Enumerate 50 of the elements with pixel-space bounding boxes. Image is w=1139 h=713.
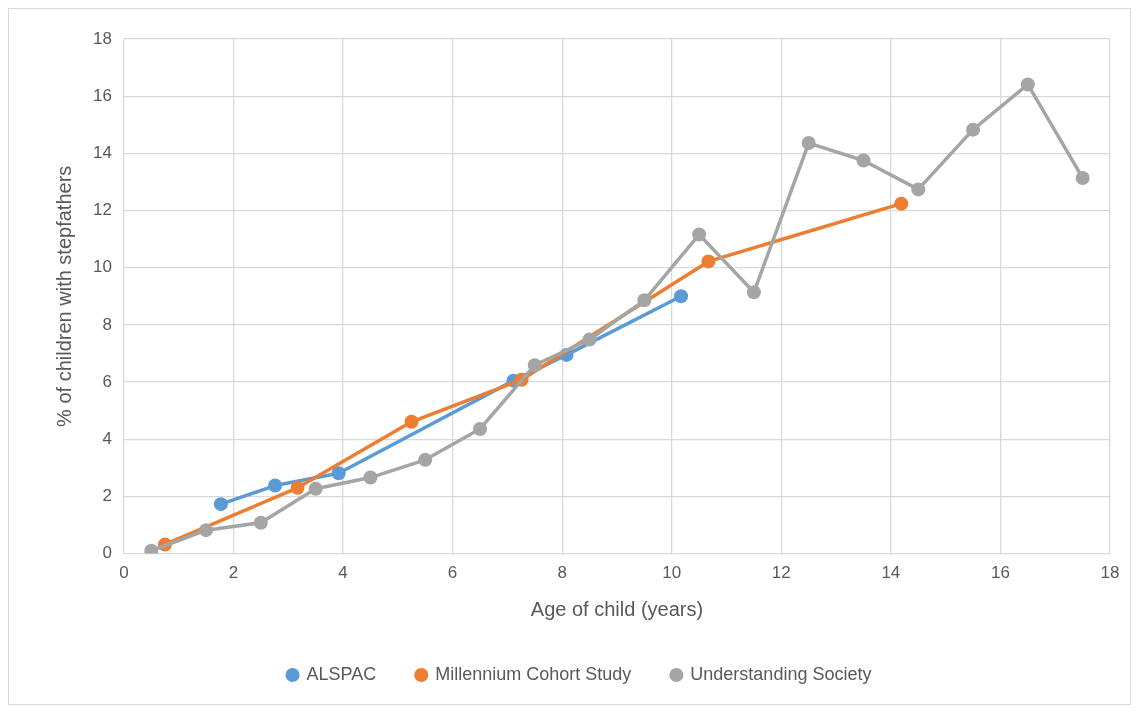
point — [856, 153, 871, 168]
point — [253, 515, 268, 530]
y-tick-label: 12 — [92, 200, 112, 220]
y-tick-label: 6 — [102, 371, 112, 391]
y-tick-label: 18 — [92, 28, 112, 48]
x-tick-label: 0 — [119, 563, 129, 583]
point — [473, 421, 487, 436]
point — [692, 227, 707, 242]
point — [674, 289, 689, 304]
point — [363, 470, 378, 485]
legend-label: Millennium Cohort Study — [435, 663, 632, 684]
legend-label: Understanding Society — [690, 663, 872, 684]
point — [404, 414, 419, 429]
point — [331, 466, 346, 481]
point — [746, 285, 761, 300]
x-axis-title: Age of child (years) — [530, 597, 704, 620]
y-tick-label: 10 — [92, 257, 112, 277]
x-tick-label: 10 — [662, 563, 682, 583]
legend-label: ALSPAC — [306, 663, 377, 684]
x-tick-label: 16 — [990, 563, 1010, 583]
point — [966, 122, 981, 137]
y-axis-title: % of children with stepfathers — [52, 165, 75, 427]
point — [308, 481, 323, 496]
y-tick-label: 2 — [102, 486, 112, 506]
point — [894, 196, 909, 211]
point — [527, 358, 542, 373]
point — [418, 452, 433, 467]
y-tick-label: 8 — [102, 314, 112, 334]
point — [213, 497, 228, 512]
x-tick-label: 8 — [557, 563, 567, 583]
y-tick-label: 0 — [102, 543, 112, 563]
point — [701, 254, 716, 269]
point — [199, 523, 214, 538]
y-tick-label: 14 — [92, 143, 112, 163]
point — [268, 478, 283, 493]
point — [911, 182, 926, 197]
point — [801, 136, 816, 151]
point — [1020, 77, 1035, 92]
point — [582, 332, 597, 347]
point — [637, 293, 652, 308]
x-tick-label: 2 — [228, 563, 239, 583]
point — [1075, 170, 1090, 185]
x-tick-label: 12 — [771, 563, 791, 583]
point — [290, 480, 305, 495]
x-tick-label: 18 — [1100, 563, 1120, 583]
y-tick-label: 16 — [92, 85, 112, 105]
x-tick-label: 14 — [881, 563, 901, 583]
y-tick-label: 4 — [102, 428, 112, 448]
x-tick-label: 6 — [447, 563, 458, 583]
x-tick-label: 4 — [338, 563, 348, 583]
